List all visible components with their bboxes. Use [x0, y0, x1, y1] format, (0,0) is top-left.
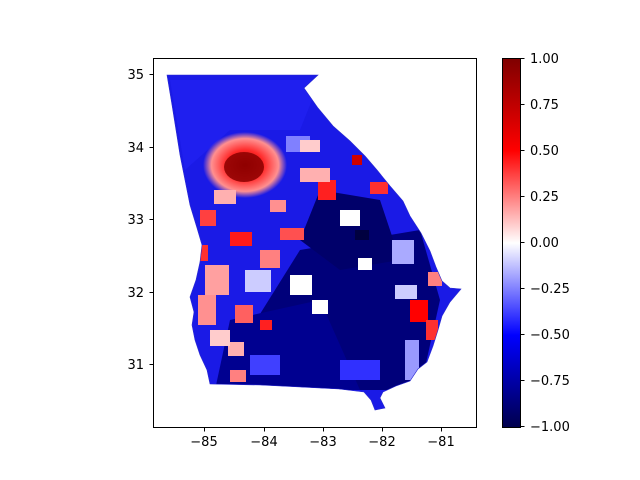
- y-tick-label: 35: [127, 68, 144, 83]
- tract-patch: [230, 232, 252, 246]
- tract-patch: [352, 155, 362, 165]
- tract-patch: [250, 355, 280, 375]
- tract-patch: [428, 272, 442, 286]
- colorbar-tick-label: −0.25: [530, 282, 570, 297]
- tract-patch: [392, 240, 414, 264]
- colorbar-tick-label: 0.75: [530, 98, 559, 113]
- tract-patch: [395, 285, 417, 299]
- tract-patch: [312, 300, 328, 314]
- x-tick-label: −83: [309, 435, 336, 450]
- tract-patch: [228, 342, 244, 356]
- x-tick-label: −85: [190, 435, 217, 450]
- atlanta-core: [224, 152, 264, 182]
- tract-patch: [300, 168, 330, 182]
- tract-patch: [200, 210, 216, 226]
- georgia-map: [166, 74, 462, 411]
- tract-patch: [340, 360, 380, 380]
- y-tick-label: 31: [127, 358, 144, 373]
- northwest-region: [170, 80, 320, 170]
- x-tick-label: −82: [368, 435, 395, 450]
- tract-patch: [358, 258, 372, 270]
- x-tick-label: −84: [250, 435, 277, 450]
- tract-patch: [260, 320, 272, 330]
- colorbar-tick-label: 0.25: [530, 190, 559, 205]
- colorbar-ticks: [520, 58, 525, 427]
- census-tracts: [170, 80, 442, 390]
- colorbar-tick-label: 0.50: [530, 144, 559, 159]
- map-axes-frame: [153, 58, 477, 428]
- colorbar-tick-label: −1.00: [530, 420, 570, 435]
- y-tick-label: 33: [127, 213, 144, 228]
- tract-patch: [410, 300, 428, 322]
- tract-patch: [210, 330, 230, 346]
- map-y-axis: [149, 74, 154, 365]
- tract-patch: [300, 140, 320, 152]
- x-tick-label: −81: [427, 435, 454, 450]
- colorbar-tick-label: −0.75: [530, 374, 570, 389]
- colorbar: [502, 58, 521, 428]
- tract-patch: [214, 190, 236, 204]
- colorbar-tick-label: −0.50: [530, 328, 570, 343]
- tract-patch: [205, 265, 229, 295]
- tract-patch: [260, 250, 280, 268]
- colorbar-tick-label: 0.00: [530, 236, 559, 251]
- tract-patch: [290, 275, 312, 295]
- tract-patch: [355, 230, 369, 240]
- y-tick-label: 34: [127, 141, 144, 156]
- map-x-axis: [204, 427, 442, 432]
- colorbar-tick-label: 1.00: [530, 52, 559, 67]
- tract-patch: [235, 305, 253, 323]
- tract-patch: [318, 180, 336, 200]
- tract-patch: [426, 320, 438, 340]
- tract-patch: [405, 340, 419, 380]
- tract-patch: [245, 270, 271, 292]
- tract-patch: [340, 210, 360, 226]
- tract-patch: [270, 200, 286, 212]
- tract-patch: [198, 295, 216, 325]
- tract-patch: [370, 182, 388, 194]
- y-tick-label: 32: [127, 286, 144, 301]
- central-dark-region: [300, 190, 400, 270]
- tract-patch: [280, 228, 304, 240]
- tract-patch: [230, 370, 246, 382]
